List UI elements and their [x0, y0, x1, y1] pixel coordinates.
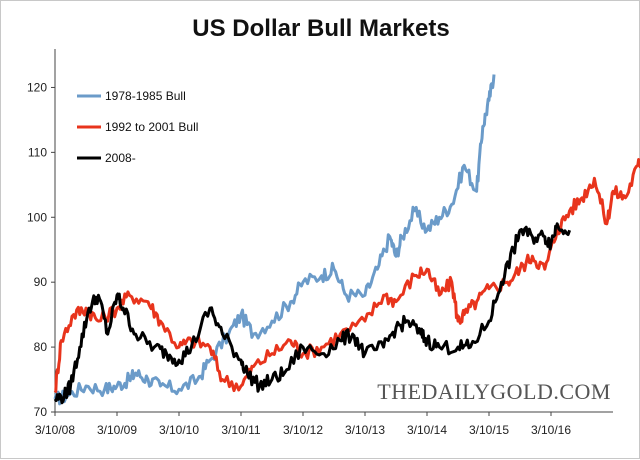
x-tick-label: 3/10/13 [345, 423, 385, 437]
series-line-3 [53, 222, 572, 405]
x-tick-label: 3/10/09 [97, 423, 137, 437]
y-tick-label: 100 [27, 210, 47, 224]
x-tick-label: 3/10/16 [531, 423, 571, 437]
watermark: THEDAILYGOLD.COM [377, 379, 611, 404]
legend-label-3: 2008- [105, 151, 136, 165]
y-tick-label: 70 [34, 405, 48, 419]
x-tick-label: 3/10/12 [283, 423, 323, 437]
x-tick-label: 3/10/14 [407, 423, 447, 437]
y-tick-label: 90 [34, 275, 48, 289]
y-tick-label: 80 [34, 340, 48, 354]
series-line-2 [53, 158, 640, 394]
legend-label-1: 1978-1985 Bull [105, 89, 186, 103]
series-line-1 [53, 74, 496, 406]
y-tick-label: 110 [28, 145, 47, 159]
legend: 1978-1985 Bull 1992 to 2001 Bull 2008- [77, 89, 198, 165]
axes: 70 80 90 100 110 120 3/10/08 3/10/09 3/10/10 3/10… [27, 49, 613, 437]
series-layer [53, 74, 640, 406]
x-tick-label: 3/10/15 [469, 423, 509, 437]
chart-title: US Dollar Bull Markets [192, 15, 450, 42]
y-tick-label: 120 [27, 80, 47, 94]
x-tick-label: 3/10/10 [159, 423, 199, 437]
legend-label-2: 1992 to 2001 Bull [105, 120, 198, 134]
x-tick-label: 3/10/08 [35, 423, 75, 437]
x-tick-label: 3/10/11 [221, 423, 260, 437]
